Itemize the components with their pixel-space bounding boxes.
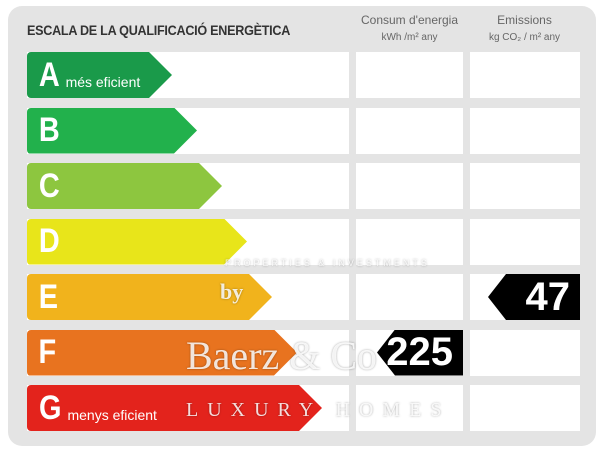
rating-row-e: E 47: [0, 274, 600, 320]
rating-arrow-c: C: [27, 163, 222, 209]
emissions-cell: [470, 52, 580, 98]
emissions-cell: [470, 163, 580, 209]
rating-letter: A: [38, 55, 60, 94]
rating-letter: D: [38, 222, 60, 260]
emissions-header: Emissions kg CO₂ / m² any: [467, 12, 582, 46]
rating-letter: C: [38, 166, 60, 205]
emissions-indicator: 47: [488, 274, 580, 320]
rating-arrow-d: D: [27, 218, 247, 265]
consumption-cell: [356, 52, 463, 98]
rating-letter: E: [38, 277, 58, 316]
consumption-cell: [356, 163, 463, 209]
rating-arrow-b: B: [27, 107, 197, 154]
consumption-label: Consum d'energia: [360, 13, 458, 27]
emissions-cell: [470, 329, 580, 376]
consumption-cell: [356, 274, 463, 320]
rating-row-d: D: [0, 218, 600, 265]
rating-arrow-f: F: [27, 329, 297, 376]
rating-row-b: B: [0, 107, 600, 154]
consumption-unit: kWh /m² any: [381, 32, 438, 43]
consumption-header: Consum d'energia kWh /m² any: [352, 12, 467, 46]
rating-letter: F: [38, 333, 57, 371]
rating-letter: G: [38, 388, 62, 427]
rating-caption: més eficient: [65, 74, 141, 90]
scale-title: ESCALA DE LA QUALIFICACIÓ ENERGÈTICA: [27, 22, 291, 38]
consumption-cell: [356, 385, 463, 431]
consumption-indicator: 225: [377, 329, 463, 376]
rating-caption: menys eficient: [67, 407, 157, 423]
emissions-cell: [470, 218, 580, 265]
rating-row-c: C: [0, 163, 600, 209]
emissions-unit: kg CO₂ / m² any: [488, 32, 561, 43]
emissions-cell: [470, 385, 580, 431]
emissions-cell: [470, 107, 580, 154]
consumption-cell: [356, 218, 463, 265]
rating-letter: B: [38, 111, 60, 149]
rating-arrow-e: E: [27, 274, 272, 320]
consumption-cell: [356, 107, 463, 154]
rating-row-f: F 225: [0, 329, 600, 376]
emissions-label: Emissions: [497, 13, 552, 27]
